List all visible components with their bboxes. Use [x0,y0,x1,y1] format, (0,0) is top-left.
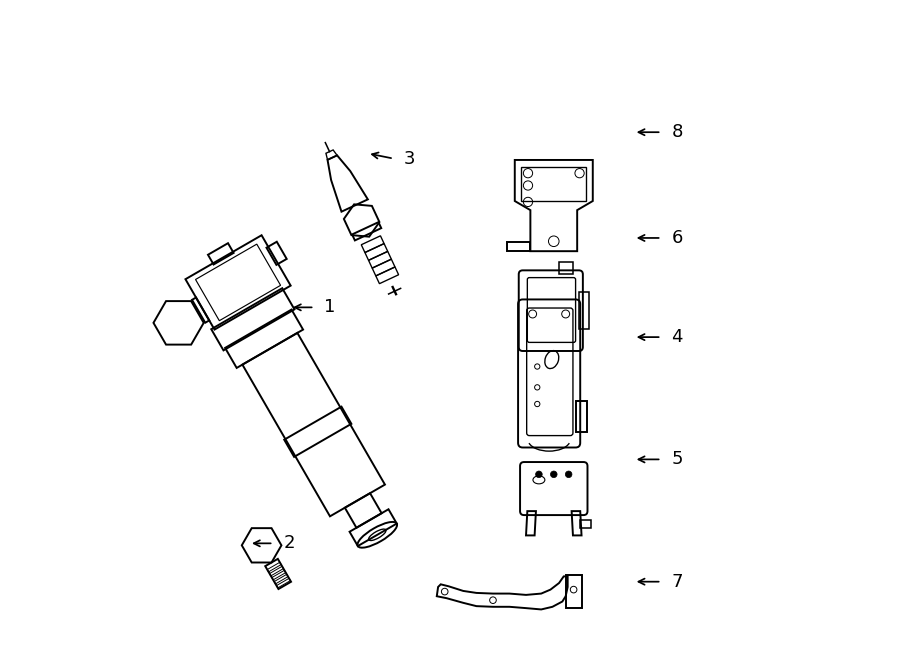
Text: 7: 7 [671,572,683,591]
Text: 3: 3 [404,149,415,168]
Text: 4: 4 [671,328,683,346]
Circle shape [565,471,572,478]
Text: 6: 6 [671,229,683,247]
Text: 8: 8 [671,123,683,141]
Circle shape [536,471,542,478]
Text: 5: 5 [671,450,683,469]
Circle shape [551,471,557,478]
Text: 1: 1 [324,298,336,317]
Text: 2: 2 [284,534,295,553]
